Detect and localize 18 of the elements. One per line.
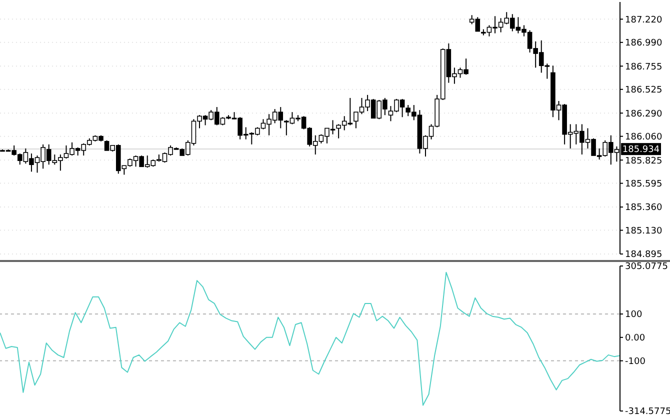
- y-tick-label: 185.595: [625, 179, 662, 190]
- y-tick-label: 185.360: [625, 203, 662, 214]
- y-tick-label: 305.0775: [625, 262, 668, 272]
- y-tick-label: 187.220: [625, 15, 662, 26]
- y-tick-label: 186.525: [625, 86, 662, 96]
- y-tick-label: 186.755: [625, 62, 662, 72]
- y-tick-label: 186.990: [625, 38, 662, 49]
- y-tick-label: 186.060: [625, 132, 662, 143]
- y-tick-label: 185.825: [625, 156, 662, 166]
- y-tick-label: 0.00: [625, 334, 646, 344]
- y-tick-label: -314.5775: [625, 407, 670, 418]
- y-tick-label: -100: [625, 356, 646, 367]
- y-tick-label: 185.130: [625, 226, 662, 236]
- ref-line-label: 185.934: [622, 145, 660, 156]
- y-tick-label: 186.290: [625, 109, 662, 120]
- y-tick-label: 184.895: [625, 250, 662, 260]
- line-series: [0, 272, 620, 406]
- y-tick-label: 100: [625, 310, 642, 320]
